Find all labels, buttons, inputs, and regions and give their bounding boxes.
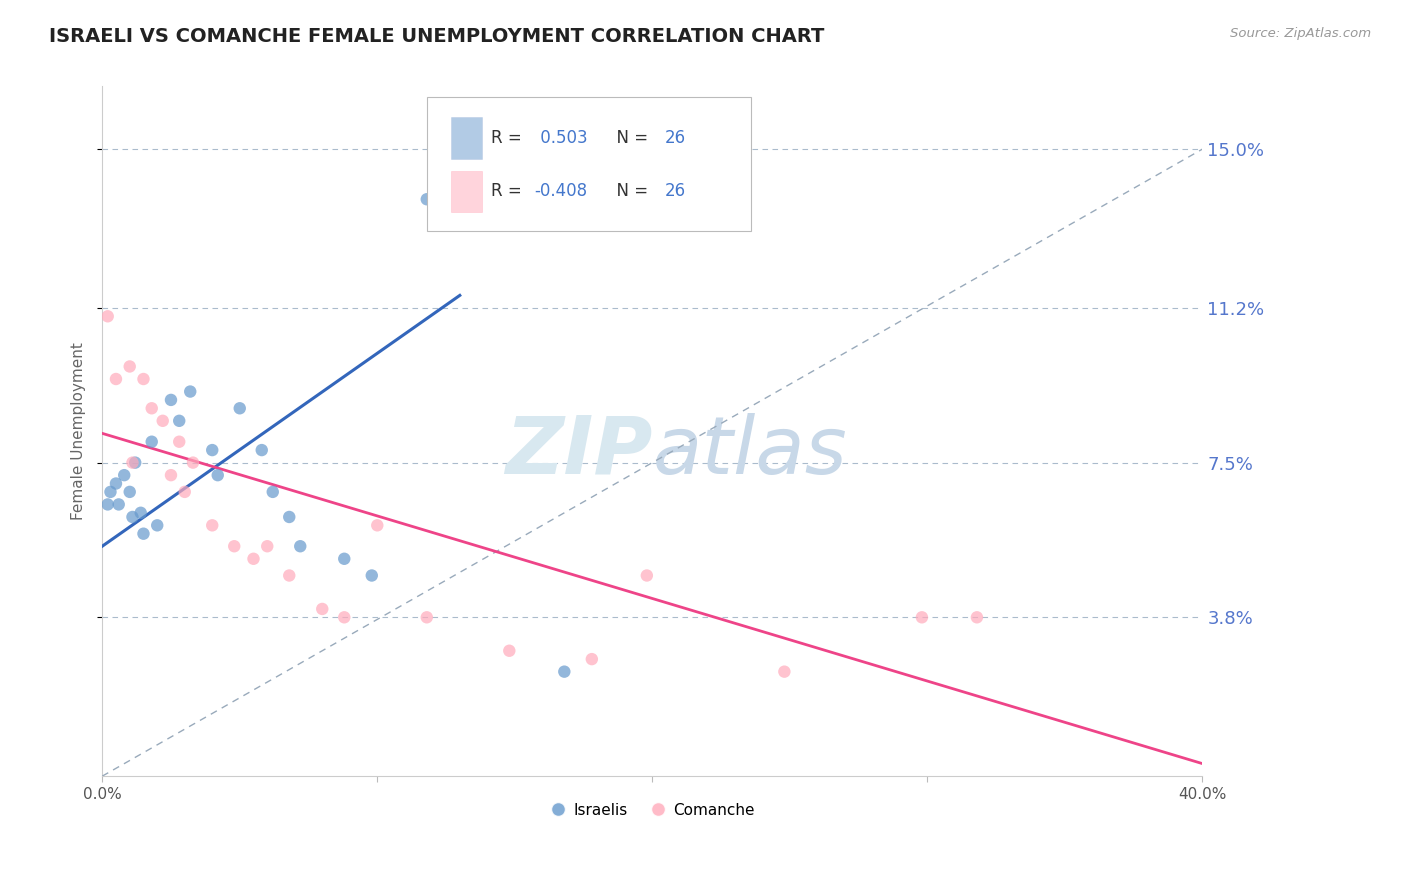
Point	[107, 498, 129, 512]
Point	[97, 498, 120, 512]
Point	[132, 526, 155, 541]
Point	[290, 539, 312, 553]
Point	[581, 652, 603, 666]
Text: ISRAELI VS COMANCHE FEMALE UNEMPLOYMENT CORRELATION CHART: ISRAELI VS COMANCHE FEMALE UNEMPLOYMENT …	[49, 27, 824, 45]
Point	[256, 539, 278, 553]
Point	[124, 456, 146, 470]
Text: 26: 26	[665, 129, 686, 147]
Point	[498, 644, 520, 658]
Point	[201, 518, 224, 533]
Point	[773, 665, 796, 679]
Point	[173, 484, 195, 499]
Point	[160, 468, 183, 483]
Point	[141, 434, 163, 449]
Point	[141, 401, 163, 416]
Text: R =: R =	[491, 182, 527, 200]
Point	[416, 192, 439, 206]
Text: R =: R =	[491, 129, 527, 147]
Point	[100, 484, 122, 499]
Point	[160, 392, 183, 407]
Point	[250, 443, 273, 458]
Point	[416, 610, 439, 624]
Text: 0.503: 0.503	[534, 129, 588, 147]
Text: N =: N =	[606, 182, 654, 200]
Point	[242, 551, 264, 566]
Point	[278, 568, 301, 582]
Text: atlas: atlas	[652, 413, 846, 491]
Point	[278, 510, 301, 524]
Point	[207, 468, 229, 483]
Point	[262, 484, 284, 499]
Text: N =: N =	[606, 129, 654, 147]
Point	[201, 443, 224, 458]
Text: 26: 26	[665, 182, 686, 200]
Point	[132, 372, 155, 386]
Point	[97, 310, 120, 324]
Y-axis label: Female Unemployment: Female Unemployment	[72, 343, 86, 520]
Point	[152, 414, 174, 428]
Point	[167, 414, 190, 428]
Point	[966, 610, 988, 624]
Text: ZIP: ZIP	[505, 413, 652, 491]
Point	[360, 568, 382, 582]
Point	[911, 610, 934, 624]
Point	[121, 456, 143, 470]
Text: -0.408: -0.408	[534, 182, 588, 200]
Point	[112, 468, 135, 483]
Point	[118, 359, 141, 374]
Point	[333, 610, 356, 624]
Point	[366, 518, 388, 533]
Point	[104, 372, 127, 386]
FancyBboxPatch shape	[451, 118, 482, 159]
Point	[121, 510, 143, 524]
Point	[129, 506, 152, 520]
Point	[333, 551, 356, 566]
Point	[104, 476, 127, 491]
Point	[179, 384, 201, 399]
Point	[224, 539, 246, 553]
Point	[118, 484, 141, 499]
Legend: Israelis, Comanche: Israelis, Comanche	[544, 797, 761, 823]
Point	[167, 434, 190, 449]
Point	[636, 568, 658, 582]
Text: Source: ZipAtlas.com: Source: ZipAtlas.com	[1230, 27, 1371, 40]
Point	[146, 518, 169, 533]
Point	[229, 401, 252, 416]
Point	[181, 456, 204, 470]
Point	[311, 602, 333, 616]
FancyBboxPatch shape	[451, 170, 482, 212]
FancyBboxPatch shape	[427, 96, 751, 231]
Point	[553, 665, 575, 679]
